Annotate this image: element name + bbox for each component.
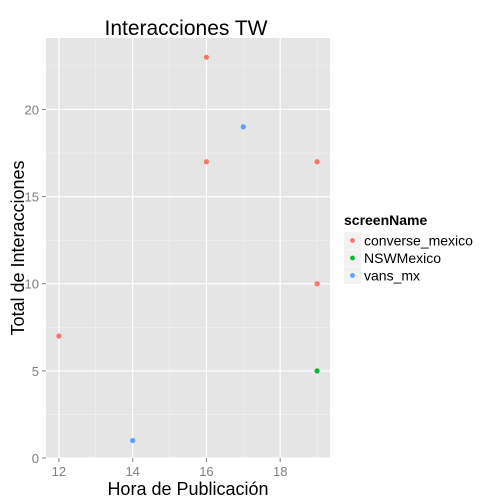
y-tick-label: 10 (25, 277, 39, 292)
data-point-converse-mexico (314, 159, 320, 165)
legend-label: converse_mexico (364, 233, 473, 249)
y-axis-ticks: 0 5 10 15 20 (25, 102, 46, 466)
x-tick-label: 14 (125, 464, 139, 479)
grid-major (46, 38, 330, 459)
legend-title: screenName (344, 212, 427, 228)
plot-panel (46, 38, 330, 458)
legend-label: vans_mx (364, 268, 420, 284)
data-point-vans-mx (130, 437, 136, 444)
x-axis-ticks: 12 14 16 18 (52, 458, 287, 479)
legend-label: NSWMexico (364, 250, 441, 266)
data-point-converse-mexico (56, 333, 62, 339)
legend-key-dot (350, 255, 355, 261)
y-tick-label: 15 (25, 190, 39, 205)
y-tick-label: 20 (25, 102, 39, 117)
x-tick-label: 16 (199, 464, 213, 479)
x-axis-title: Hora de Publicación (107, 479, 268, 499)
data-point-converse-mexico (314, 281, 320, 287)
y-tick-label: 0 (32, 451, 39, 466)
data-point-vans-mx (240, 124, 246, 130)
y-axis-title: Total de Interacciones (8, 160, 28, 335)
chart-title: Interacciones TW (104, 17, 267, 40)
y-tick-label: 5 (32, 364, 39, 379)
legend-key-dot (350, 238, 355, 243)
x-tick-label: 12 (52, 464, 66, 479)
legend-key-dot (350, 273, 355, 278)
data-point-converse-mexico (203, 54, 210, 60)
data-point-nswmexico (314, 368, 320, 374)
data-point-converse-mexico (203, 159, 210, 165)
x-tick-label: 18 (273, 464, 287, 479)
grid-minor (46, 38, 330, 458)
data-points (56, 54, 320, 444)
